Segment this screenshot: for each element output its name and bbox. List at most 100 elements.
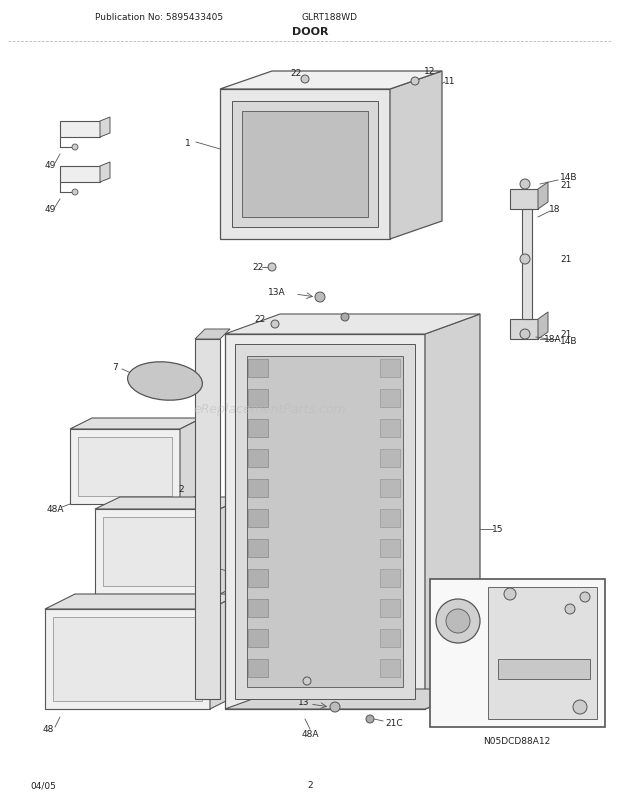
Polygon shape	[510, 190, 538, 210]
Text: 22: 22	[290, 68, 301, 78]
Polygon shape	[380, 419, 400, 437]
Polygon shape	[248, 659, 268, 677]
Text: 38A: 38A	[570, 603, 585, 612]
Circle shape	[580, 592, 590, 602]
Polygon shape	[195, 330, 230, 339]
Text: Publication No: 5895433405: Publication No: 5895433405	[95, 14, 223, 22]
Circle shape	[341, 314, 349, 322]
Polygon shape	[510, 320, 538, 339]
Polygon shape	[380, 599, 400, 618]
Text: 04/05: 04/05	[30, 780, 56, 789]
Circle shape	[520, 180, 530, 190]
Polygon shape	[60, 122, 100, 138]
Text: 22: 22	[254, 315, 265, 324]
Polygon shape	[380, 539, 400, 557]
Polygon shape	[488, 587, 597, 719]
Text: 23: 23	[439, 705, 449, 714]
Polygon shape	[248, 630, 268, 647]
Polygon shape	[100, 163, 110, 183]
Circle shape	[330, 702, 340, 712]
Polygon shape	[248, 480, 268, 497]
Polygon shape	[180, 419, 202, 504]
Text: 2: 2	[307, 780, 313, 789]
Circle shape	[268, 264, 276, 272]
Polygon shape	[425, 314, 480, 709]
Polygon shape	[53, 618, 202, 701]
Polygon shape	[248, 419, 268, 437]
Polygon shape	[235, 345, 415, 699]
Polygon shape	[380, 480, 400, 497]
Polygon shape	[522, 210, 532, 320]
Polygon shape	[380, 509, 400, 528]
Polygon shape	[45, 610, 210, 709]
Circle shape	[436, 599, 480, 643]
Text: 2: 2	[178, 485, 184, 494]
Circle shape	[446, 610, 470, 634]
Text: 14B: 14B	[560, 173, 577, 182]
Polygon shape	[70, 429, 180, 504]
Polygon shape	[220, 90, 390, 240]
Text: 24: 24	[439, 642, 449, 652]
Polygon shape	[248, 599, 268, 618]
Polygon shape	[100, 118, 110, 138]
Polygon shape	[380, 449, 400, 468]
Text: 50: 50	[439, 603, 449, 612]
Circle shape	[303, 677, 311, 685]
Circle shape	[72, 190, 78, 196]
Text: 81: 81	[590, 705, 600, 714]
Polygon shape	[70, 419, 202, 429]
Polygon shape	[220, 72, 442, 90]
Text: GLRT188WD: GLRT188WD	[302, 14, 358, 22]
Text: 48A: 48A	[46, 505, 64, 514]
Text: 21: 21	[560, 180, 572, 189]
Polygon shape	[390, 72, 442, 240]
Text: 21: 21	[560, 255, 572, 264]
Text: 1: 1	[185, 138, 191, 148]
Polygon shape	[95, 509, 220, 594]
Polygon shape	[248, 539, 268, 557]
Circle shape	[565, 604, 575, 614]
Text: N05DCD88A12: N05DCD88A12	[484, 736, 551, 746]
Polygon shape	[225, 314, 480, 334]
Polygon shape	[60, 167, 100, 183]
Circle shape	[411, 78, 419, 86]
Text: 11: 11	[445, 78, 456, 87]
Text: 48: 48	[42, 724, 54, 734]
Polygon shape	[430, 579, 605, 727]
Text: 12: 12	[424, 67, 436, 76]
Text: DOOR: DOOR	[292, 27, 328, 37]
Ellipse shape	[128, 363, 202, 401]
Circle shape	[366, 715, 374, 723]
Circle shape	[520, 255, 530, 265]
Text: 49: 49	[44, 161, 56, 170]
Polygon shape	[220, 497, 245, 594]
Text: 13A: 13A	[268, 288, 286, 297]
Polygon shape	[232, 102, 378, 228]
Text: 97: 97	[585, 587, 595, 596]
Polygon shape	[195, 339, 220, 699]
Polygon shape	[248, 390, 268, 407]
Text: 48A: 48A	[251, 577, 268, 585]
Polygon shape	[538, 183, 548, 210]
Text: 44: 44	[493, 589, 503, 597]
Circle shape	[72, 145, 78, 151]
Polygon shape	[538, 313, 548, 339]
Text: 7: 7	[112, 363, 118, 372]
Text: eReplacementParts.com: eReplacementParts.com	[193, 403, 347, 416]
Text: 21C: 21C	[385, 719, 402, 727]
Polygon shape	[103, 517, 212, 586]
Polygon shape	[78, 437, 172, 496]
Circle shape	[520, 330, 530, 339]
Polygon shape	[380, 390, 400, 407]
Polygon shape	[248, 359, 268, 378]
Polygon shape	[210, 594, 240, 709]
Polygon shape	[380, 630, 400, 647]
Text: 49: 49	[44, 205, 56, 214]
Polygon shape	[248, 509, 268, 528]
Polygon shape	[380, 659, 400, 677]
Text: 18: 18	[549, 205, 560, 214]
Text: 22C: 22C	[277, 673, 294, 682]
Polygon shape	[248, 449, 268, 468]
Circle shape	[573, 700, 587, 714]
Polygon shape	[380, 359, 400, 378]
